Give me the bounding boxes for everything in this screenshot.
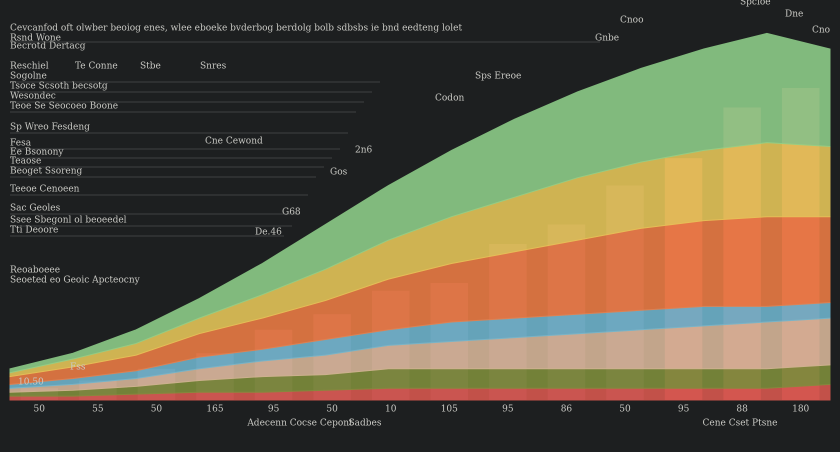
- x-axis-label: Adecenn Cocse Cepont: [246, 419, 353, 429]
- annotation: Gnbe: [595, 34, 619, 44]
- side-note: Teeoe Cenoeen: [10, 185, 80, 195]
- side-note: Ssee Sbegonl ol beoeedel: [10, 216, 127, 226]
- annotation: Codon: [435, 94, 464, 104]
- side-note: Teaose: [10, 157, 41, 167]
- side-note: Wesondec: [10, 92, 56, 102]
- x-tick-label: 95: [678, 405, 690, 415]
- side-note: Tsoce Scsoth becsotg: [10, 82, 108, 92]
- side-note: Becrotd Dertacg: [10, 42, 86, 52]
- annotation: De.46: [255, 228, 282, 238]
- side-note: Stbe: [140, 62, 161, 72]
- side-note: Reschiel: [10, 62, 49, 72]
- side-note: Seoeted eo Geoic Apcteocny: [10, 276, 141, 286]
- annotation: Spcioe: [740, 0, 771, 8]
- annotation: Cno: [812, 26, 830, 36]
- side-note: Sogolne: [10, 72, 47, 82]
- x-tick-label: 50: [34, 405, 46, 415]
- x-axis-label: Cene Cset Ptsne: [703, 419, 778, 429]
- x-tick-label: 50: [151, 405, 163, 415]
- x-tick-label: 105: [441, 405, 458, 415]
- x-tick-label: 165: [206, 405, 223, 415]
- side-note: Sp Wreo Fesdeng: [10, 123, 90, 133]
- annotation: Fss: [70, 363, 86, 373]
- x-tick-label: 180: [792, 405, 809, 415]
- side-note: Reoaboeee: [10, 266, 60, 276]
- side-note: Beoget Ssoreng: [10, 167, 83, 177]
- annotation: Cnoo: [620, 16, 644, 26]
- x-axis-label: Sadbes: [349, 419, 382, 429]
- side-note: Ee Bsonony: [10, 148, 64, 158]
- annotation: Cne Cewond: [205, 137, 263, 147]
- annotation: Sps Ereoe: [475, 72, 521, 82]
- x-tick-label: 86: [561, 405, 573, 415]
- x-tick-label: 95: [502, 405, 514, 415]
- chart-title: Cevcanfod oft olwber beoiog enes, wlee e…: [10, 24, 462, 34]
- side-note: Te Conne: [75, 62, 118, 72]
- annotation: G68: [282, 208, 301, 218]
- x-tick-label: 50: [326, 405, 338, 415]
- annotation: 2n6: [355, 146, 373, 156]
- annotation: Dne: [785, 10, 803, 20]
- side-note: Tti Deoore: [10, 226, 58, 236]
- chart-subtitle: Rsnd Wone: [10, 34, 61, 44]
- x-tick-label: 88: [736, 405, 748, 415]
- area: [9, 32, 831, 374]
- side-note: Teoe Se Seocoeo Boone: [10, 102, 118, 112]
- side-note: Snres: [200, 62, 227, 72]
- x-tick-label: 95: [268, 405, 280, 415]
- side-note: Sac Geoles: [10, 204, 61, 214]
- x-tick-label: 50: [619, 405, 631, 415]
- x-tick-label: 55: [92, 405, 104, 415]
- annotation: Gos: [330, 168, 348, 178]
- side-note: Fesa: [10, 139, 32, 149]
- x-tick-label: 10: [385, 405, 397, 415]
- annotation: 10.50: [18, 378, 44, 388]
